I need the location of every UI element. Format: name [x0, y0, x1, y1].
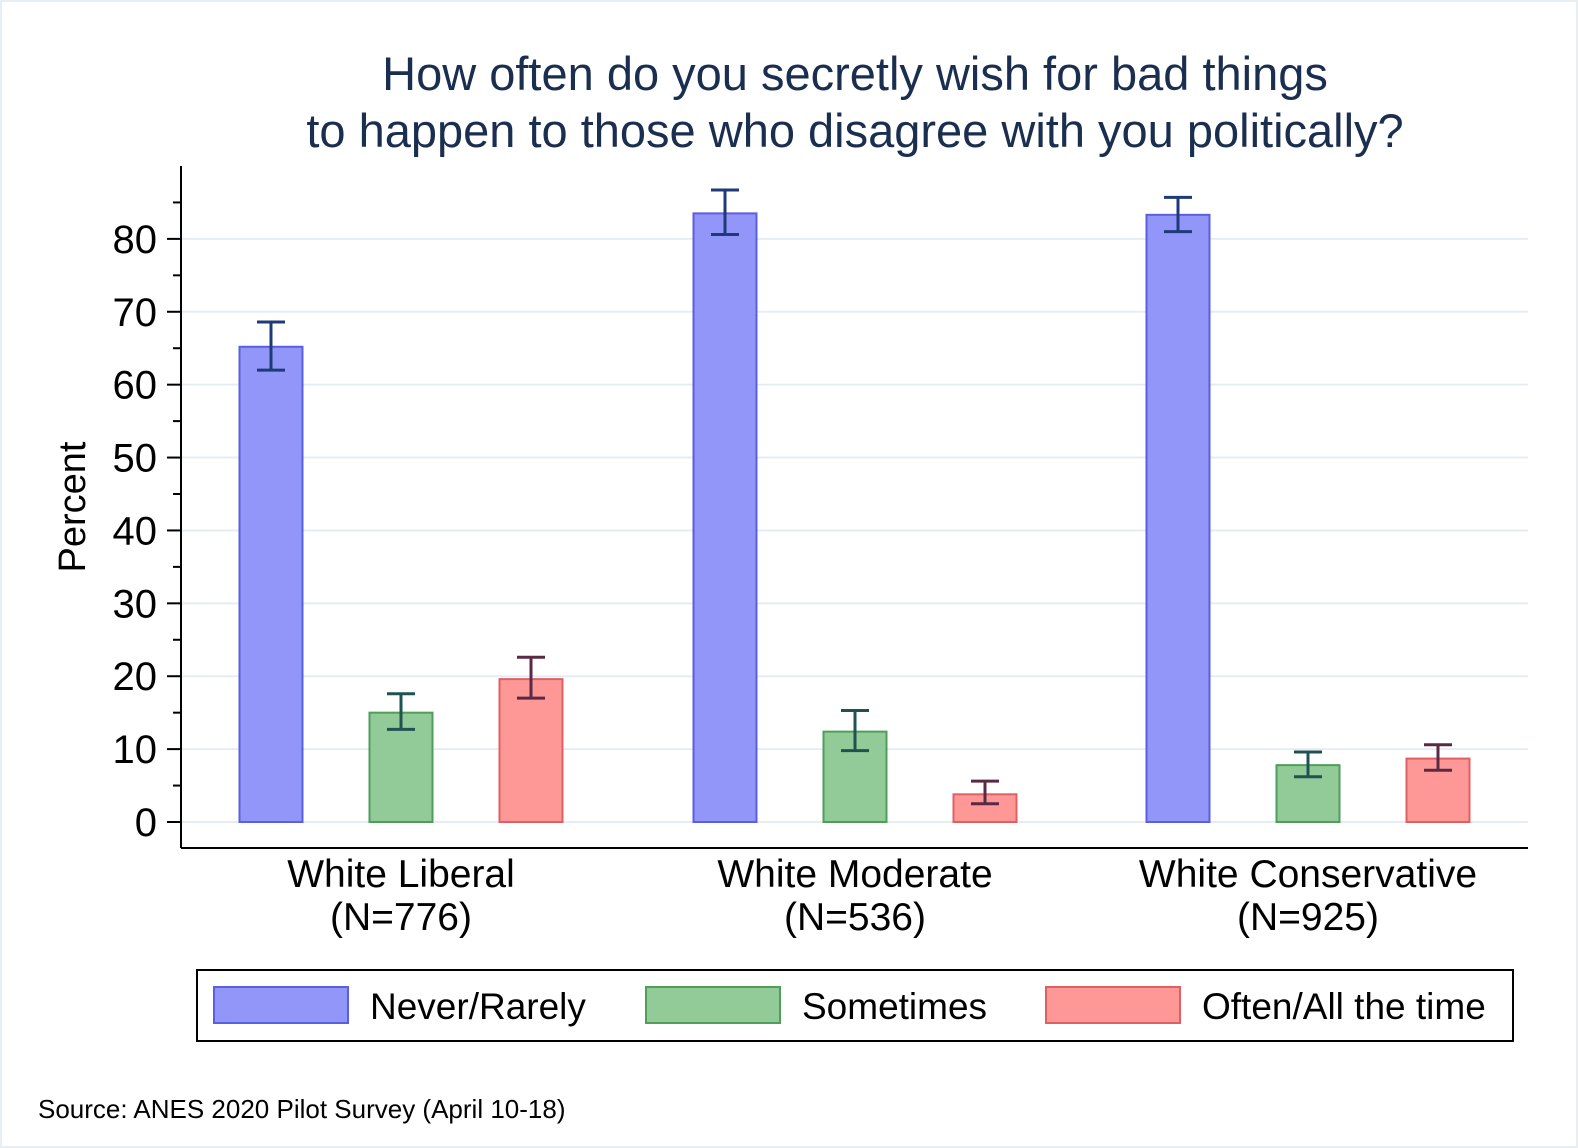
category-label: (N=536): [784, 896, 926, 939]
error-bars: [257, 188, 1452, 806]
legend: Never/Rarely Sometimes Often/All the time: [196, 969, 1514, 1042]
bar: [1145, 213, 1211, 823]
y-tick-label: 80: [113, 218, 158, 262]
y-tick-label: 30: [113, 582, 158, 626]
legend-label: Often/All the time: [1202, 986, 1486, 1027]
y-tick-label: 60: [113, 364, 158, 408]
bar: [822, 730, 888, 824]
legend-swatch: [1045, 986, 1181, 1024]
legend-items: Never/Rarely Sometimes Often/All the time: [213, 986, 1486, 1027]
chart-title-line-1: How often do you secretly wish for bad t…: [382, 47, 1328, 100]
category-labels: White Liberal(N=776) White Moderate(N=536…: [287, 853, 1477, 939]
chart-title-line-2: to happen to those who disagree with you…: [306, 104, 1403, 157]
axes: 0 10 20 30 40 50 60 70 80: [113, 166, 1528, 849]
y-tick-label: 0: [135, 801, 157, 845]
category-label: White Liberal: [287, 853, 515, 896]
bar: [498, 678, 564, 823]
legend-label: Sometimes: [802, 986, 987, 1027]
legend-swatch: [213, 986, 349, 1024]
legend-box: [196, 969, 1514, 1042]
y-axis-title: Percent: [52, 441, 94, 572]
legend-swatch: [645, 986, 781, 1024]
bar: [692, 212, 758, 823]
category-label: (N=776): [330, 896, 472, 939]
y-tick-label: 50: [113, 437, 158, 481]
bars: [238, 212, 1471, 824]
legend-label: Never/Rarely: [370, 986, 586, 1027]
y-tick-label: 20: [113, 655, 158, 699]
bar: [238, 345, 304, 823]
category-label: White Conservative: [1139, 853, 1477, 896]
category-label: (N=925): [1237, 896, 1379, 939]
y-tick-label: 40: [113, 509, 158, 553]
y-tick-label: 70: [113, 291, 158, 335]
y-tick-label: 10: [113, 728, 158, 772]
source-note: Source: ANES 2020 Pilot Survey (April 10…: [38, 1094, 565, 1124]
category-label: White Moderate: [717, 853, 992, 896]
